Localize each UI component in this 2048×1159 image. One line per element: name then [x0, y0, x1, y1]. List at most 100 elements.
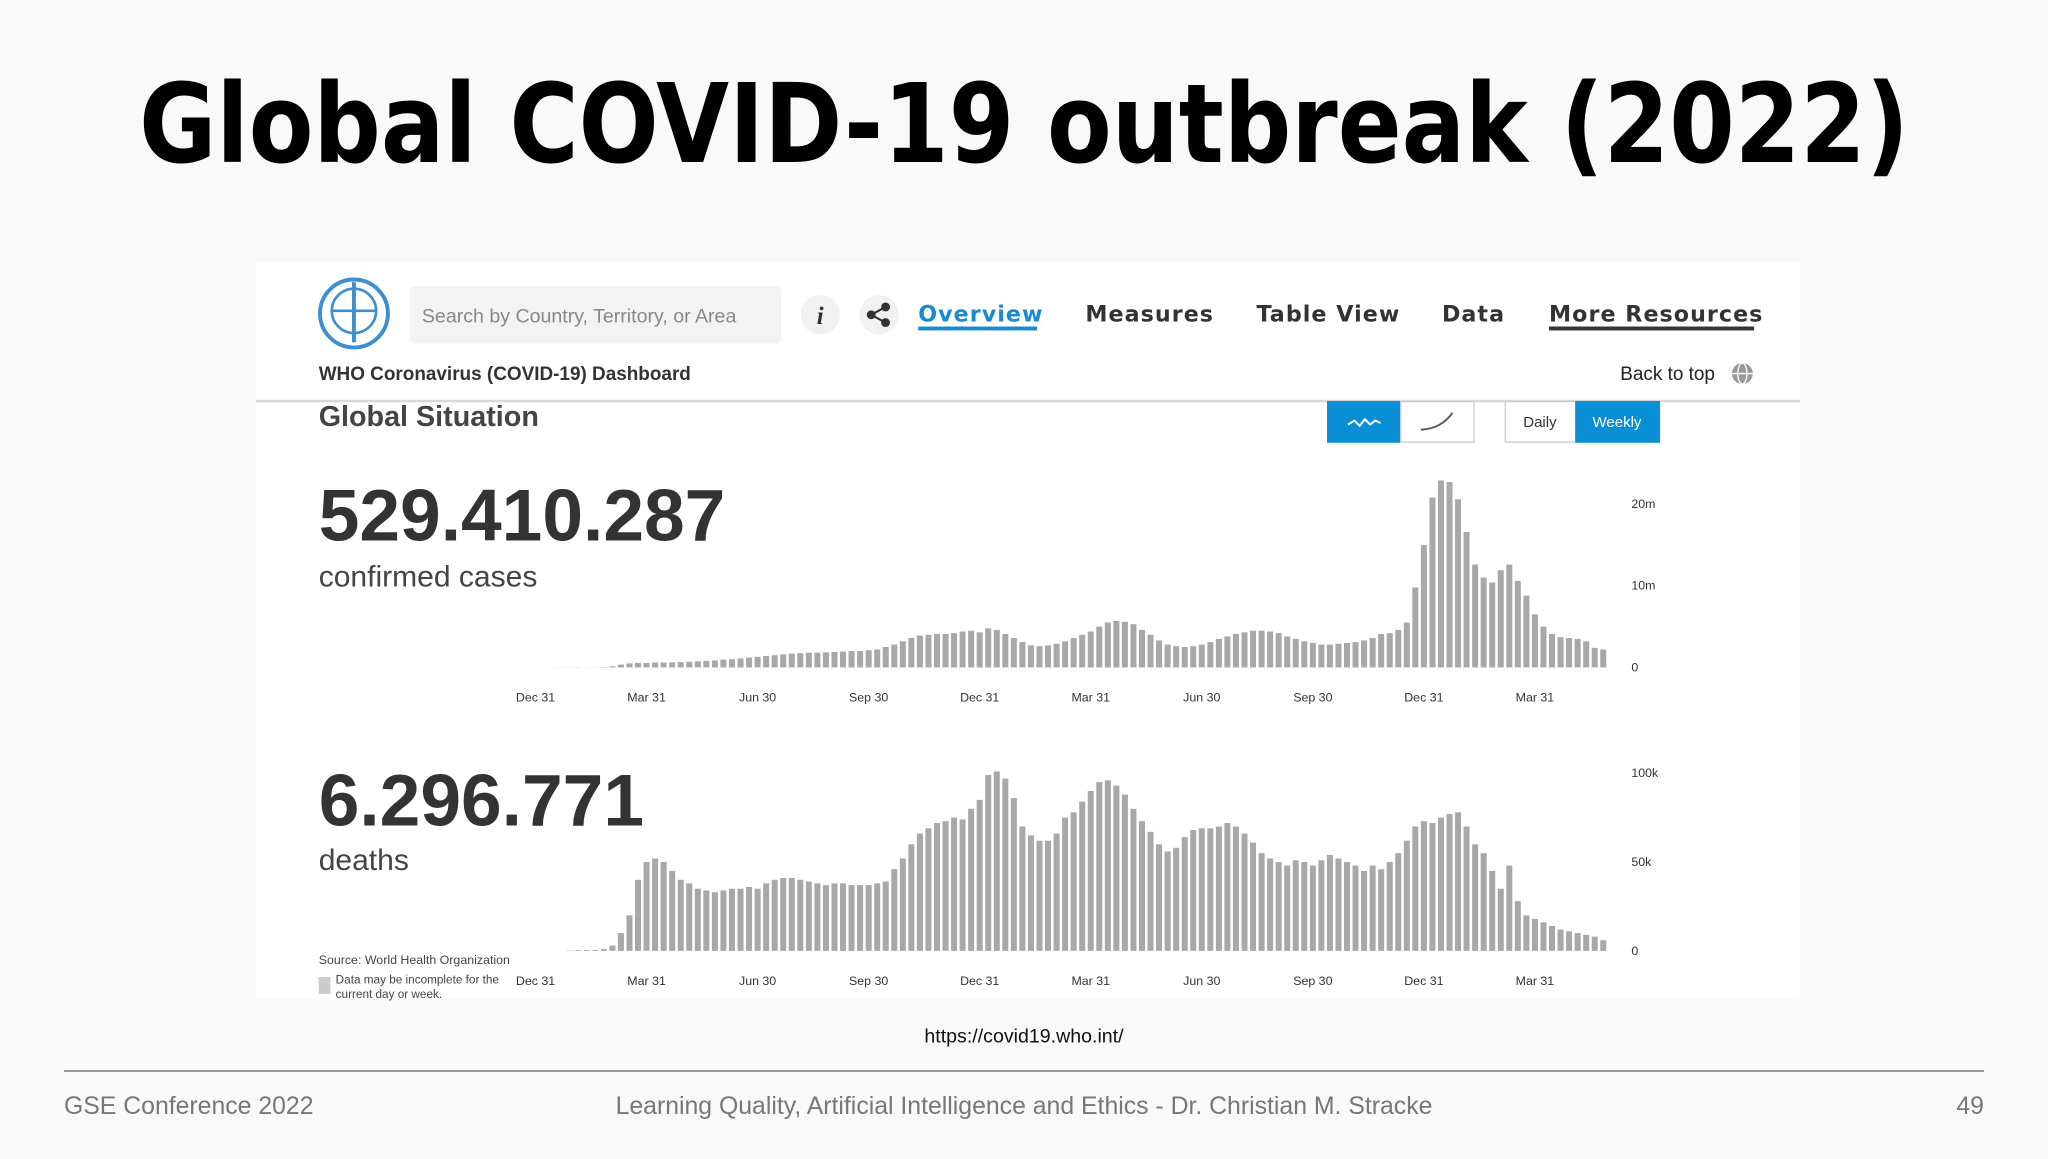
- bar: [917, 834, 923, 951]
- bar: [1464, 827, 1470, 951]
- bar: [1395, 853, 1401, 951]
- bar: [1148, 832, 1154, 951]
- bar: [661, 663, 667, 668]
- bar: [1378, 869, 1384, 951]
- bar: [823, 652, 829, 667]
- bar: [601, 949, 607, 951]
- bar: [720, 660, 726, 668]
- source-url[interactable]: https://covid19.who.int/: [924, 1025, 1124, 1047]
- share-button[interactable]: [859, 295, 898, 334]
- bar: [1353, 642, 1359, 667]
- nav-link[interactable]: More Resources: [1549, 301, 1763, 327]
- bar: [686, 662, 692, 668]
- bar: [695, 661, 701, 667]
- bar: [592, 950, 598, 951]
- cumulative-toggle[interactable]: [1401, 402, 1474, 442]
- bar: [985, 628, 991, 667]
- bar: [1054, 834, 1060, 951]
- bar: [1310, 643, 1316, 667]
- bar: [1079, 635, 1085, 668]
- bar: [1506, 565, 1512, 668]
- bar: [1173, 848, 1179, 951]
- bar: [1566, 931, 1572, 951]
- y-tick-label: 20m: [1631, 497, 1655, 511]
- nav-link[interactable]: Measures: [1085, 301, 1214, 327]
- hatch-icon: [319, 977, 331, 994]
- bar: [1250, 631, 1256, 668]
- bar: [720, 890, 726, 950]
- bar: [1558, 637, 1564, 667]
- bar: [797, 880, 803, 951]
- bar: [669, 871, 675, 951]
- bar: [738, 889, 744, 951]
- bar: [1370, 866, 1376, 951]
- y-tick-label: 100k: [1631, 766, 1659, 780]
- bar: [1301, 862, 1307, 951]
- bar: [1489, 871, 1495, 951]
- bar: [1054, 644, 1060, 668]
- dashboard-subtitle: WHO Coronavirus (COVID-19) Dashboard: [319, 364, 691, 385]
- nav-link[interactable]: Overview: [918, 301, 1043, 327]
- bar: [1395, 630, 1401, 668]
- bar: [780, 654, 786, 667]
- bar: [1139, 630, 1145, 668]
- bar: [1028, 835, 1034, 950]
- bar: [1130, 624, 1136, 667]
- bar: [1267, 632, 1273, 668]
- bar: [789, 878, 795, 951]
- bar: [857, 885, 863, 951]
- bar: [661, 862, 667, 951]
- bar: [866, 650, 872, 667]
- bar: [1173, 646, 1179, 667]
- bar: [1361, 871, 1367, 951]
- back-to-top[interactable]: Back to top: [1620, 364, 1715, 385]
- bar: [943, 821, 949, 951]
- bar: [1105, 623, 1111, 668]
- bar: [678, 880, 684, 951]
- nav-link[interactable]: Table View: [1256, 301, 1400, 327]
- bar: [763, 883, 769, 951]
- bar: [789, 654, 795, 668]
- bar: [857, 651, 863, 667]
- bar: [1301, 641, 1307, 667]
- bar: [840, 883, 846, 951]
- bar: [1062, 641, 1068, 667]
- nav-link[interactable]: Data: [1442, 301, 1505, 327]
- x-tick-label: Mar 31: [1516, 974, 1555, 988]
- bar: [968, 631, 974, 668]
- bar: [1378, 634, 1384, 667]
- bar: [1165, 645, 1171, 668]
- page-number: 49: [1956, 1093, 1984, 1120]
- bar: [1318, 860, 1324, 951]
- bar: [1515, 581, 1521, 668]
- bar: [831, 652, 837, 668]
- bar: [1284, 636, 1290, 667]
- bar: [831, 883, 837, 951]
- bar: [1600, 649, 1606, 667]
- bar: [1438, 818, 1444, 951]
- search-placeholder: Search by Country, Territory, or Area: [422, 306, 737, 328]
- bar: [934, 634, 940, 667]
- bar: [1335, 858, 1341, 950]
- bar: [1190, 830, 1196, 951]
- bar: [874, 883, 880, 951]
- bar: [814, 653, 820, 668]
- bar: [1327, 855, 1333, 951]
- bar: [1096, 782, 1102, 951]
- bar: [1566, 638, 1572, 667]
- bar: [1019, 642, 1025, 667]
- x-tick-label: Sep 30: [849, 974, 888, 988]
- bar: [1130, 809, 1136, 951]
- bar: [635, 880, 641, 951]
- bar: [1207, 828, 1213, 951]
- bar: [644, 862, 650, 951]
- section-title: Global Situation: [319, 401, 539, 433]
- bar: [900, 858, 906, 950]
- bar: [874, 649, 880, 667]
- bar: [1506, 866, 1512, 951]
- bar: [977, 632, 983, 667]
- bar: [1019, 827, 1025, 951]
- x-tick-label: Mar 31: [627, 974, 666, 988]
